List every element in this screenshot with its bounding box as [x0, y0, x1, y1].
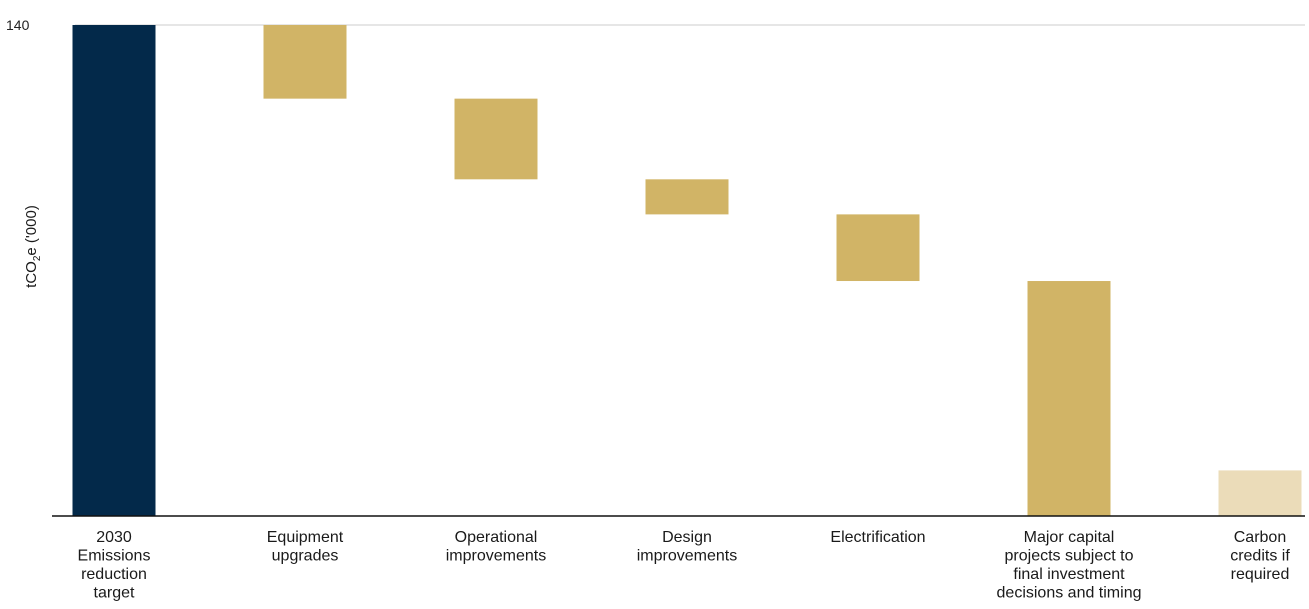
- x-category-label-line: required: [1231, 566, 1290, 583]
- x-category-label-line: improvements: [446, 548, 546, 565]
- x-category-label-line: Electrification: [830, 529, 925, 546]
- bar-4: [645, 179, 729, 215]
- x-category-label-1: 2030 Emissions reduction target: [78, 529, 151, 602]
- x-category-label-4: Design improvements: [637, 529, 737, 565]
- x-category-label-line: Design: [662, 529, 712, 546]
- x-category-label-line: Equipment: [267, 529, 344, 546]
- x-category-label-6: Major capital projects subject to final in…: [997, 529, 1142, 602]
- x-category-label-line: 2030: [96, 529, 132, 546]
- x-category-label-7: Carbon credits if required: [1230, 529, 1290, 583]
- y-axis-title: tCO2e ('000): [23, 205, 43, 288]
- x-category-label-line: Operational: [455, 529, 538, 546]
- x-category-label-line: Major capital: [1024, 529, 1115, 546]
- y-axis-title-subscript: 2: [32, 255, 43, 261]
- x-category-label-3: Operational improvements: [446, 529, 546, 565]
- x-category-label-line: Emissions: [78, 548, 151, 565]
- x-category-label-line: improvements: [637, 548, 737, 565]
- bar-7: [1218, 470, 1302, 516]
- x-category-label-line: Carbon: [1234, 529, 1286, 546]
- bar-3: [454, 98, 538, 180]
- bar-6: [1027, 281, 1111, 516]
- x-category-label-line: projects subject to: [1005, 548, 1134, 565]
- y-axis-title-prefix: tCO: [23, 261, 40, 288]
- x-category-label-5: Electrification: [830, 529, 925, 546]
- bar-2: [263, 25, 347, 99]
- category-labels: 2030 Emissions reduction target Equipment upg…: [78, 529, 1291, 602]
- y-tick-label-140: 140: [6, 17, 30, 33]
- bars-group: [72, 25, 1302, 516]
- x-category-label-line: credits if: [1230, 548, 1290, 565]
- x-category-label-line: decisions and timing: [997, 585, 1142, 602]
- bar-5: [836, 214, 920, 282]
- x-category-label-2: Equipment upgrades: [267, 529, 344, 565]
- y-axis-title-suffix: e ('000): [23, 205, 40, 255]
- bar-1: [72, 25, 156, 516]
- x-category-label-line: target: [94, 585, 135, 602]
- x-category-label-line: upgrades: [272, 548, 339, 565]
- x-category-label-line: reduction: [81, 566, 147, 583]
- x-category-label-line: final investment: [1013, 566, 1125, 583]
